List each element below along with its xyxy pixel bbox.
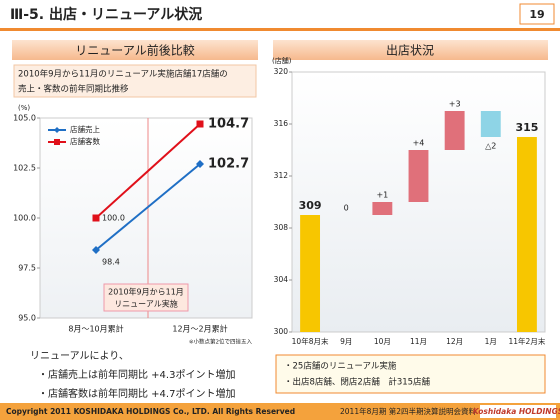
left-title: リニューアル前後比較 bbox=[75, 43, 194, 58]
x-tick-label: 12月 bbox=[446, 337, 463, 346]
document-name: 2011年8月期 第2四半期決算説明会資料 bbox=[340, 406, 477, 416]
x-tick-label: 11年2月末 bbox=[509, 336, 546, 346]
y-tick-label: 97.5 bbox=[18, 264, 36, 273]
footer-bar bbox=[0, 403, 560, 420]
value-label: △2 bbox=[485, 142, 496, 151]
value-label: 0 bbox=[344, 204, 349, 213]
note: ・出店8店舗、閉店2店舗 計315店舗 bbox=[284, 377, 431, 388]
y-tick-label: 95.0 bbox=[18, 314, 36, 323]
summary-line: ・店舗売上は前年同期比 +4.3ポイント増加 bbox=[38, 368, 235, 381]
annotation: リニューアル実施 bbox=[114, 299, 178, 309]
y-tick-label: 320 bbox=[274, 67, 289, 76]
legend-marker bbox=[54, 127, 60, 133]
y-tick-label: 312 bbox=[274, 171, 289, 180]
marker bbox=[92, 246, 100, 254]
marker bbox=[196, 120, 204, 128]
value-label: +1 bbox=[376, 191, 388, 200]
subtitle-box bbox=[13, 64, 257, 98]
legend-marker bbox=[54, 139, 60, 145]
value-label: 315 bbox=[515, 121, 538, 134]
subtitle: 2010年9月から11月のリニューアル実施店舗17店舗の bbox=[18, 69, 228, 80]
x-tick-label: 1月 bbox=[485, 337, 497, 346]
x-tick-label: 9月 bbox=[340, 337, 352, 346]
page-number: 19 bbox=[529, 8, 544, 21]
y-axis-label: (%) bbox=[18, 104, 30, 112]
slide-title: Ⅲ-5. 出店・リニューアル状況 bbox=[10, 6, 202, 23]
y-axis-label: (店舗) bbox=[272, 56, 292, 65]
bar bbox=[480, 111, 501, 137]
summary-line: ・店舗客数は前年同期比 +4.7ポイント増加 bbox=[38, 387, 235, 400]
legend-label: 店舗客数 bbox=[70, 136, 100, 146]
x-tick-label: 10年8月末 bbox=[292, 336, 329, 346]
value-label: 104.7 bbox=[208, 117, 249, 132]
note: ※小数点第2位で四捨五入 bbox=[189, 338, 253, 346]
y-tick-label: 102.5 bbox=[13, 164, 36, 173]
y-tick-label: 308 bbox=[274, 223, 289, 232]
x-tick-label: 11月 bbox=[410, 337, 427, 346]
left-title-bar bbox=[12, 40, 258, 60]
right-title-bar bbox=[273, 40, 548, 60]
y-tick-label: 316 bbox=[274, 119, 289, 128]
page-box bbox=[519, 3, 555, 25]
value-label: +4 bbox=[413, 139, 425, 148]
bar bbox=[372, 202, 393, 215]
annotation-box bbox=[103, 283, 189, 312]
marker bbox=[92, 214, 100, 222]
bar bbox=[516, 137, 537, 332]
logo-box bbox=[480, 405, 556, 418]
bar bbox=[408, 150, 429, 202]
series-line bbox=[95, 163, 201, 251]
summary-lead: リニューアルにより、 bbox=[30, 350, 129, 362]
legend-label: 店舗売上 bbox=[70, 124, 100, 134]
value-label: 102.7 bbox=[208, 157, 249, 172]
value-label: +3 bbox=[449, 100, 461, 109]
y-tick-label: 300 bbox=[274, 327, 289, 336]
bar bbox=[444, 111, 465, 150]
copyright: Copyright 2011 KOSHIDAKA HOLDINGS Co., L… bbox=[6, 407, 295, 416]
value-label: 309 bbox=[299, 199, 322, 212]
note: ・25店舗のリニューアル実施 bbox=[284, 361, 397, 372]
y-tick-label: 100.0 bbox=[13, 214, 36, 223]
right-title: 出店状況 bbox=[386, 43, 434, 58]
annotation: 2010年9月から11月 bbox=[108, 287, 184, 297]
x-tick-label: 12月～2月累計 bbox=[172, 324, 227, 334]
y-tick-label: 105.0 bbox=[13, 114, 36, 123]
header-rule bbox=[0, 28, 560, 31]
bar bbox=[300, 215, 321, 332]
value-label: 98.4 bbox=[102, 258, 120, 267]
x-tick-label: 8月～10月累計 bbox=[68, 324, 123, 334]
x-tick-label: 10月 bbox=[374, 337, 391, 346]
notes-box bbox=[275, 354, 546, 394]
subtitle: 売上・客数の前年同期比推移 bbox=[18, 84, 129, 95]
marker bbox=[196, 160, 204, 168]
y-tick-label: 304 bbox=[274, 275, 289, 284]
value-label: 100.0 bbox=[102, 214, 125, 223]
series-line bbox=[95, 123, 201, 219]
logo: Koshidaka HOLDINGS bbox=[473, 407, 560, 416]
